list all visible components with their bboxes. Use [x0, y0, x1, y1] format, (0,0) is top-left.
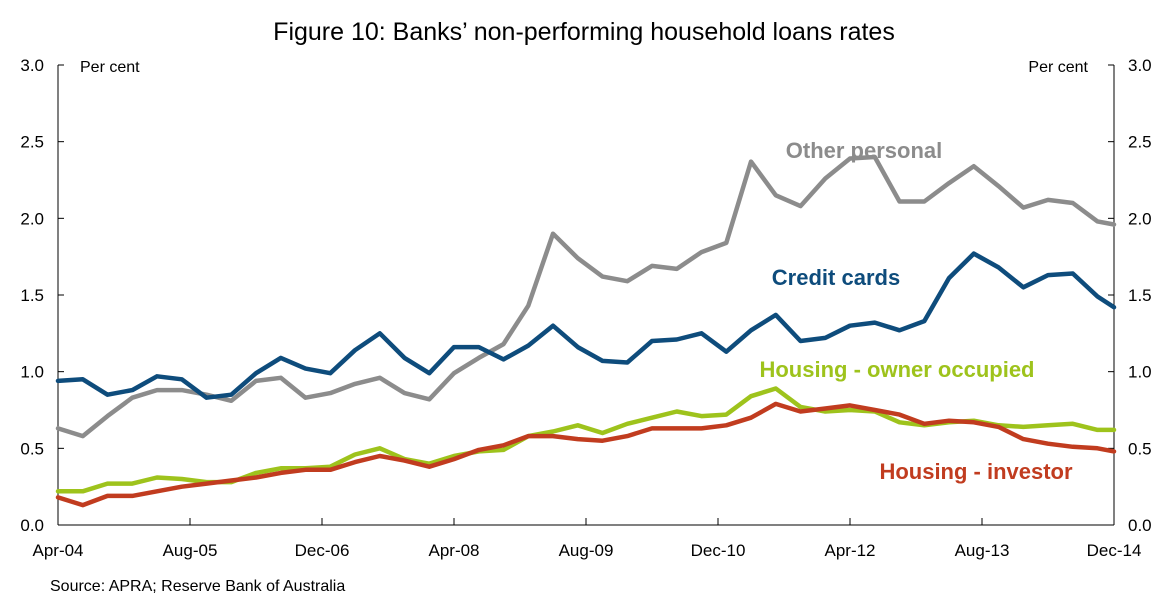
x-tick-label: Dec-10	[691, 541, 746, 560]
right-y-tick-label: 0.0	[1128, 516, 1152, 535]
series-label-housing-owner-occupied: Housing - owner occupied	[759, 357, 1034, 382]
source-note: Source: APRA; Reserve Bank of Australia	[50, 578, 345, 595]
right-unit-label: Per cent	[1028, 59, 1088, 76]
x-tick-label: Dec-06	[295, 541, 350, 560]
x-tick-label: Apr-08	[428, 541, 479, 560]
x-tick-label: Aug-09	[559, 541, 614, 560]
x-tick-label: Dec-14	[1087, 541, 1142, 560]
left-y-tick-label: 1.0	[20, 363, 44, 382]
series-label-housing-investor: Housing - investor	[879, 459, 1073, 484]
left-y-tick-label: 0.0	[20, 516, 44, 535]
left-y-tick-label: 2.0	[20, 209, 44, 228]
series-label-other-personal: Other personal	[786, 138, 942, 163]
series-line-credit-cards	[55, 251, 1117, 400]
right-y-tick-label: 1.0	[1128, 363, 1152, 382]
chart-title: Figure 10: Banks’ non-performing househo…	[273, 18, 895, 46]
left-y-tick-label: 0.5	[20, 439, 44, 458]
x-tick-label: Aug-05	[163, 541, 218, 560]
right-y-tick-label: 2.0	[1128, 209, 1152, 228]
x-tick-label: Apr-04	[32, 541, 83, 560]
left-y-tick-label: 2.5	[20, 133, 44, 152]
left-y-tick-label: 3.0	[20, 56, 44, 75]
right-y-tick-label: 3.0	[1128, 56, 1152, 75]
left-y-tick-label: 1.5	[20, 286, 44, 305]
left-unit-label: Per cent	[80, 59, 140, 76]
series-label-credit-cards: Credit cards	[772, 265, 900, 290]
right-y-tick-label: 2.5	[1128, 133, 1152, 152]
right-y-tick-label: 0.5	[1128, 439, 1152, 458]
series-line-housing-investor	[55, 401, 1117, 508]
x-tick-label: Aug-13	[955, 541, 1010, 560]
series-line-other-personal	[55, 154, 1117, 439]
right-y-tick-label: 1.5	[1128, 286, 1152, 305]
x-tick-label: Apr-12	[824, 541, 875, 560]
